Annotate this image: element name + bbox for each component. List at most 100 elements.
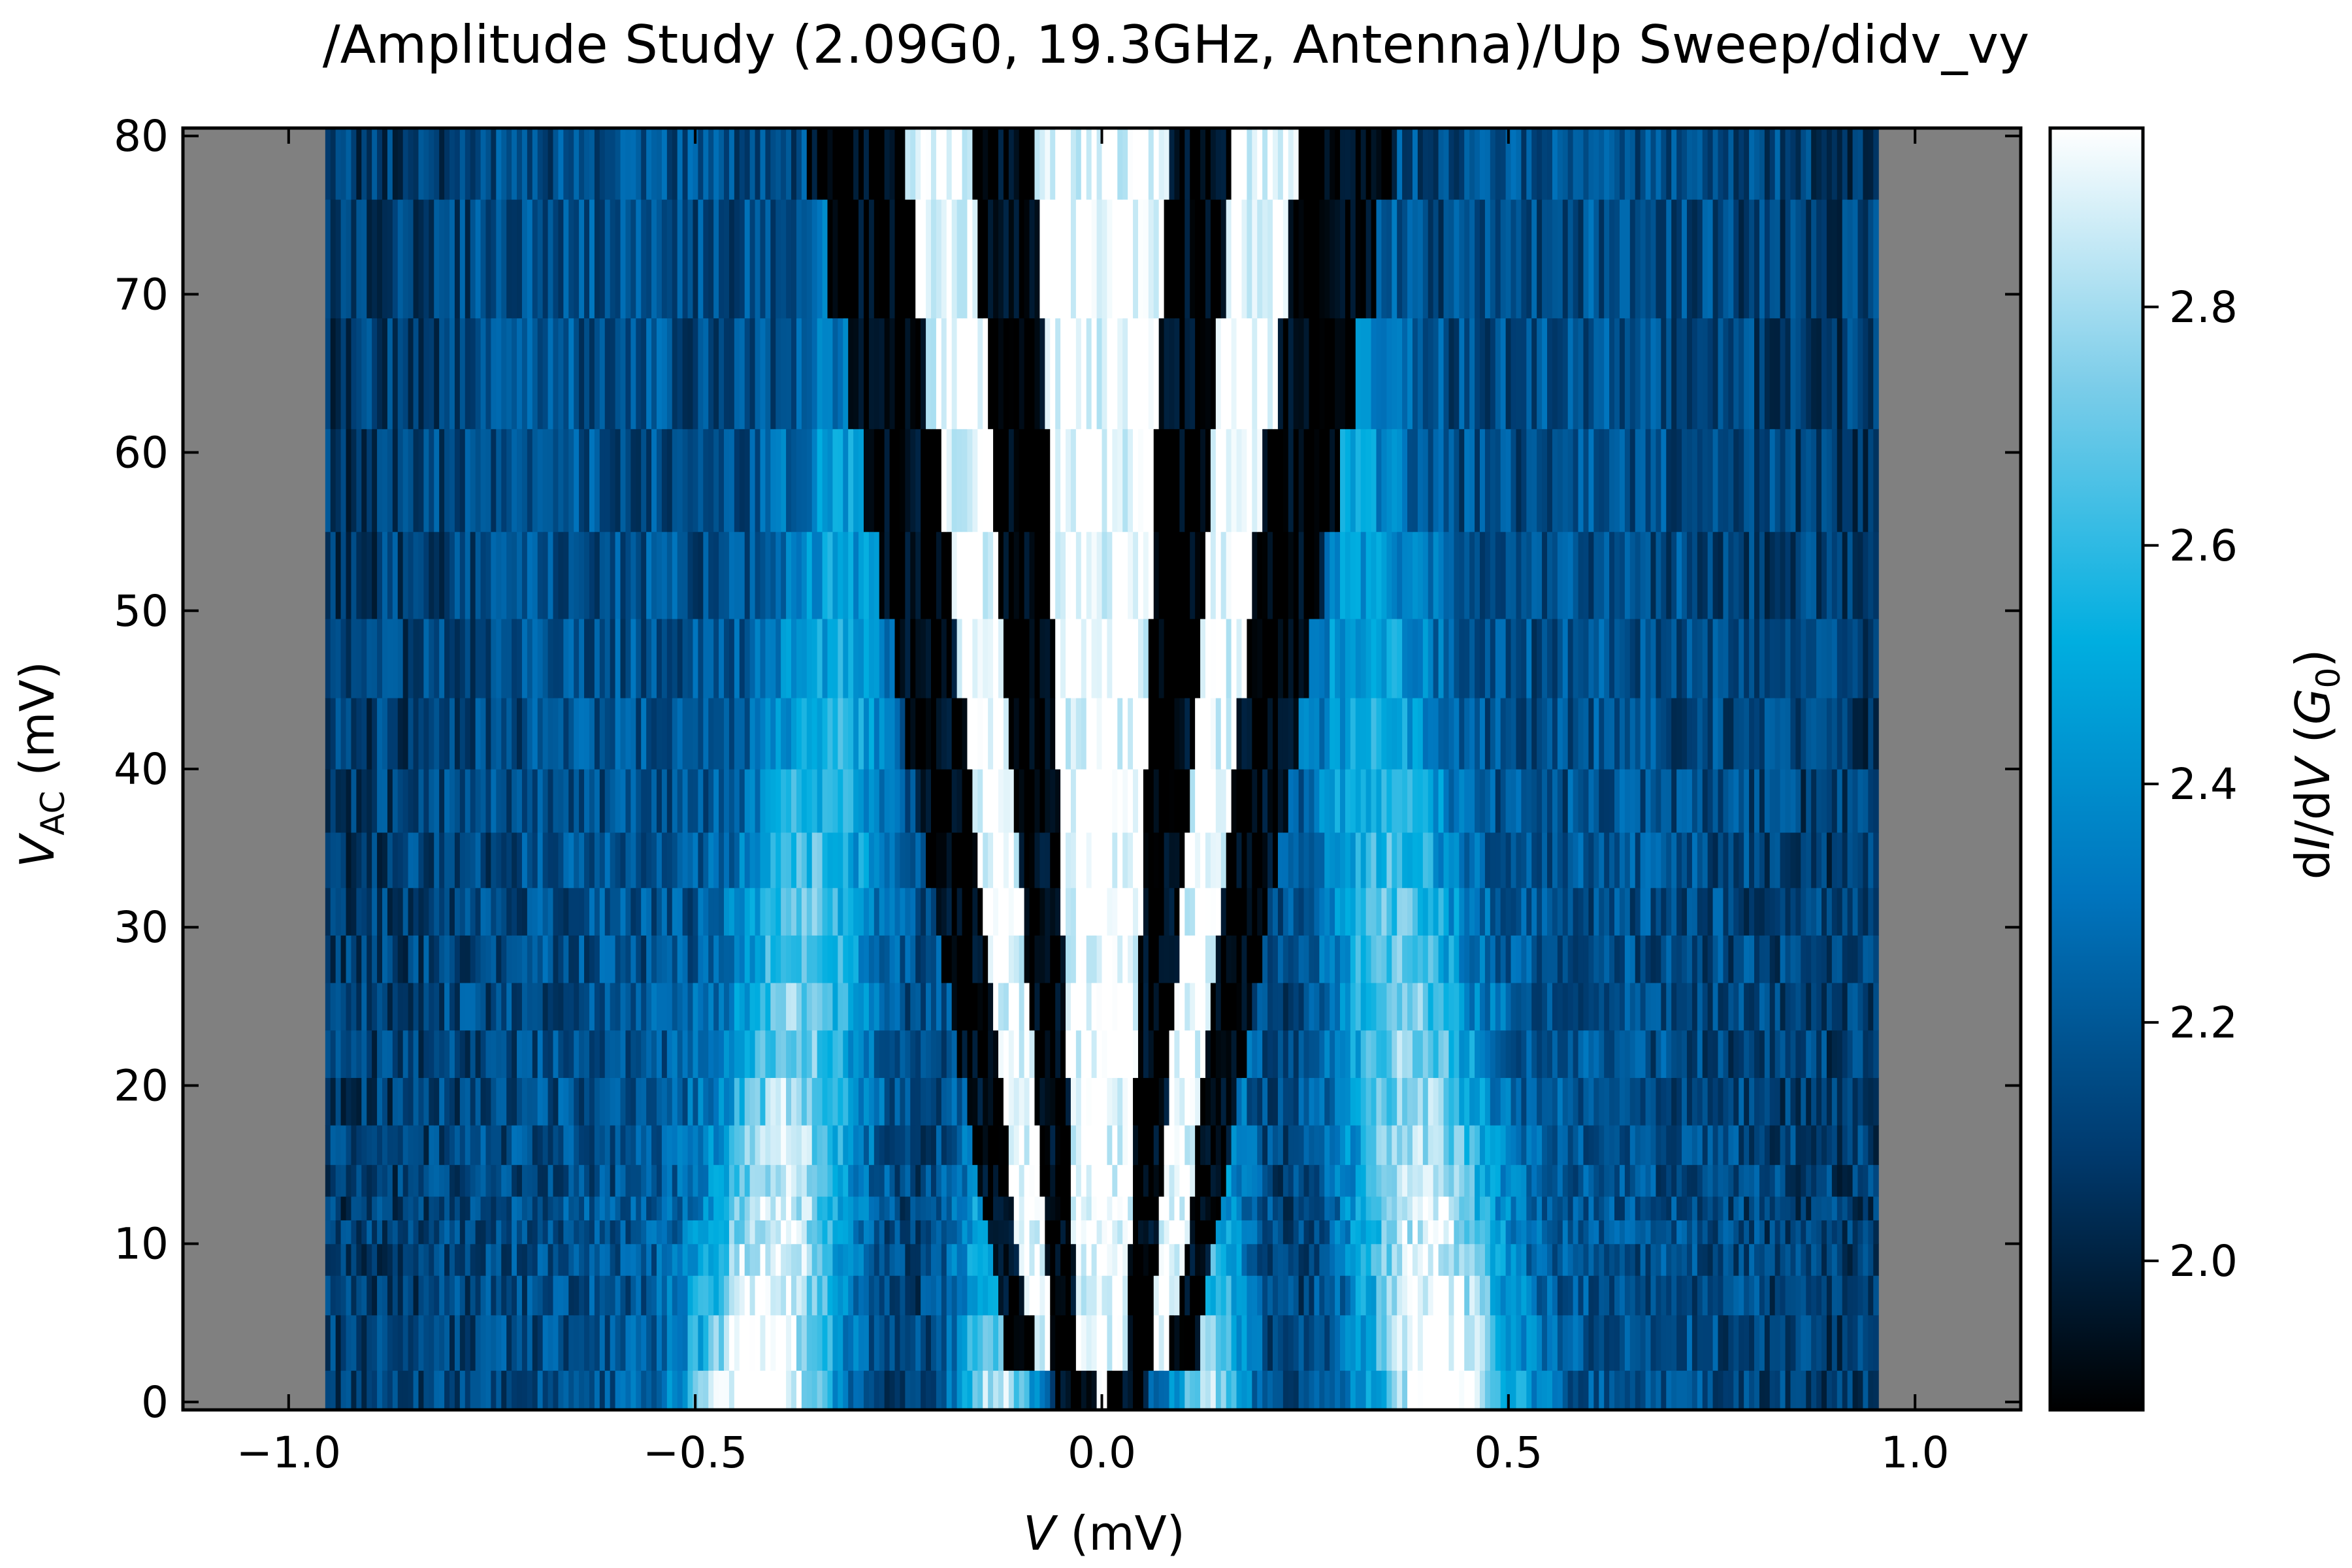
- heatmap-cell: [1220, 983, 1227, 1031]
- heatmap-cell: [765, 1370, 771, 1411]
- heatmap-cell: [1282, 698, 1289, 770]
- heatmap-cell: [956, 1220, 963, 1245]
- heatmap-cell: [1542, 1125, 1548, 1166]
- heatmap-cell: [666, 1275, 673, 1316]
- heatmap-cell: [817, 1125, 823, 1166]
- heatmap-cell: [646, 1125, 652, 1166]
- heatmap-cell: [936, 1196, 942, 1220]
- heatmap-cell: [330, 832, 336, 889]
- heatmap-cell: [1707, 935, 1714, 983]
- heatmap-cell: [749, 1125, 756, 1166]
- heatmap-cell: [346, 1196, 352, 1220]
- heatmap-cell: [1050, 698, 1056, 770]
- heatmap-cell: [1050, 618, 1056, 698]
- heatmap-cell: [604, 1030, 611, 1078]
- heatmap-cell: [387, 1164, 393, 1197]
- heatmap-cell: [579, 935, 585, 983]
- heatmap-cell: [1588, 1125, 1594, 1166]
- heatmap-cell: [734, 618, 740, 698]
- heatmap-cell: [1526, 1077, 1532, 1126]
- heatmap-cell: [1707, 1275, 1714, 1316]
- heatmap-cell: [1764, 1125, 1771, 1166]
- heatmap-cell: [1407, 1275, 1413, 1316]
- heatmap-cell: [594, 698, 600, 770]
- heatmap-cell: [1764, 1243, 1771, 1276]
- heatmap-cell: [408, 1125, 414, 1166]
- heatmap-cell: [1428, 935, 1434, 983]
- heatmap-cell: [1277, 1220, 1284, 1245]
- heatmap-cell: [770, 618, 776, 698]
- heatmap-cell: [1459, 1220, 1465, 1245]
- heatmap-cell: [1780, 1315, 1786, 1371]
- heatmap-cell: [636, 1243, 642, 1276]
- heatmap-cell: [1091, 1243, 1098, 1276]
- heatmap-cell: [874, 1275, 880, 1316]
- heatmap-cell: [625, 1275, 631, 1316]
- heatmap-cell: [1262, 1125, 1268, 1166]
- heatmap-cell: [1629, 1243, 1636, 1276]
- heatmap-cell: [563, 935, 569, 983]
- heatmap-cell: [1438, 769, 1445, 833]
- heatmap-cell: [1868, 698, 1874, 770]
- heatmap-cell: [434, 1077, 440, 1126]
- heatmap-cell: [491, 618, 497, 698]
- heatmap-cell: [811, 887, 818, 936]
- heatmap-cell: [838, 1196, 843, 1220]
- heatmap-cell: [1257, 1220, 1263, 1245]
- heatmap-cell: [1407, 1315, 1413, 1371]
- heatmap-cell: [620, 1196, 627, 1220]
- heatmap-cell: [817, 1315, 823, 1371]
- heatmap-cell: [397, 1164, 404, 1197]
- heatmap-cell: [512, 1243, 517, 1276]
- heatmap-cell: [848, 618, 854, 698]
- heatmap-cell: [993, 1077, 999, 1126]
- heatmap-cell: [1640, 1370, 1646, 1411]
- heatmap-cell: [604, 1220, 611, 1245]
- heatmap-cell: [1629, 887, 1636, 936]
- heatmap-cell: [537, 698, 544, 770]
- heatmap-cell: [848, 1243, 854, 1276]
- heatmap-cell: [1438, 1196, 1445, 1220]
- heatmap-cell: [1081, 1164, 1087, 1197]
- heatmap-cell: [889, 832, 896, 889]
- heatmap-cell: [993, 769, 999, 833]
- heatmap-cell: [491, 1220, 497, 1245]
- heatmap-cell: [1857, 1196, 1863, 1220]
- heatmap-cell: [1567, 1196, 1574, 1220]
- heatmap-cell: [1231, 1275, 1237, 1316]
- heatmap-cell: [900, 1315, 906, 1371]
- heatmap-cell: [1314, 1030, 1320, 1078]
- heatmap-cell: [1137, 618, 1144, 698]
- heatmap-cell: [858, 1243, 864, 1276]
- heatmap-cell: [1640, 1077, 1646, 1126]
- heatmap-cell: [1003, 983, 1009, 1031]
- heatmap-cell: [921, 1275, 926, 1316]
- heatmap-cell: [962, 832, 968, 889]
- heatmap-cell: [853, 1220, 859, 1245]
- heatmap-cell: [1143, 1077, 1149, 1126]
- heatmap-cell: [1298, 1077, 1305, 1126]
- heatmap-cell: [1340, 1220, 1346, 1245]
- heatmap-cell: [921, 935, 926, 983]
- heatmap-cell: [1448, 887, 1454, 936]
- heatmap-cell: [1542, 1164, 1548, 1197]
- heatmap-cell: [1220, 832, 1227, 889]
- heatmap-cell: [858, 887, 864, 936]
- heatmap-cell: [1060, 1196, 1066, 1220]
- heatmap-cell: [1013, 1077, 1020, 1126]
- heatmap-cell: [874, 1315, 880, 1371]
- heatmap-cell: [496, 698, 502, 770]
- heatmap-cell: [744, 832, 751, 889]
- heatmap-cell: [930, 1030, 937, 1078]
- heatmap-cell: [1376, 935, 1382, 983]
- heatmap-cell: [719, 983, 725, 1031]
- heatmap-cell: [1780, 1370, 1786, 1411]
- heatmap-cell: [858, 1370, 864, 1411]
- heatmap-cell: [1397, 1196, 1403, 1220]
- heatmap-cell: [470, 1220, 476, 1245]
- heatmap-cell: [1837, 832, 1843, 889]
- heatmap-cell: [1422, 935, 1429, 983]
- heatmap-cell: [547, 1125, 554, 1166]
- heatmap-cell: [1505, 1315, 1512, 1371]
